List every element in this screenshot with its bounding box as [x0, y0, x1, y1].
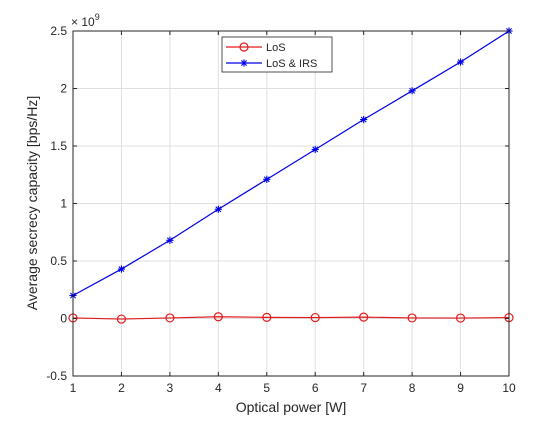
series-1-point-d2 [263, 176, 270, 183]
series-1-point-d2 [457, 59, 464, 66]
x-tick-label: 6 [312, 381, 319, 395]
series-0-point [116, 314, 127, 324]
series-0-point [213, 312, 223, 322]
series-1-point [456, 58, 465, 66]
series-0-point [310, 312, 320, 323]
series-1-point-d2 [118, 266, 125, 273]
tick-labels: 1 2 3 4 5 6 7 8 9 10 -0.5 0 0.5 1 1.5 2 2.5 [46, 24, 516, 395]
series-1-point-d2 [215, 206, 222, 213]
x-tick-label: 1 [70, 381, 77, 395]
x-axis-label: Optical power [W] [236, 399, 346, 415]
y-tick-label: 1.5 [50, 139, 67, 153]
series-0-point [455, 313, 466, 323]
x-tick-label: 7 [360, 381, 367, 395]
legend-label-los-irs: LoS & IRS [266, 58, 317, 70]
series-1-point [360, 115, 368, 124]
y-multiplier: × 109 [71, 12, 100, 29]
series-1-point-d2 [409, 87, 416, 94]
legend-star-glyph [240, 59, 248, 67]
legend-star-glyph-d2 [241, 60, 247, 66]
legend-marker-los [239, 42, 249, 52]
series-1-point-d2 [360, 116, 367, 123]
y-axis-label: Average secrecy capacity [bps/Hz] [24, 96, 40, 311]
y-tick-label: 2 [60, 82, 67, 96]
y-multiplier-base: × 10 [71, 15, 95, 29]
y-tick-label: 1 [60, 197, 67, 211]
x-tick-label: 9 [457, 381, 464, 395]
legend-label-los: LoS [266, 42, 286, 54]
series-1-point [408, 87, 416, 95]
series-1-point [311, 145, 319, 154]
legend-marker-los-irs [240, 59, 248, 67]
legend: LoS LoS & IRS [221, 36, 333, 73]
y-tick-label: -0.5 [46, 369, 67, 383]
series-1-point [214, 205, 222, 213]
x-tick-label: 5 [263, 381, 270, 395]
series-0-point [359, 312, 369, 322]
series-0-point [407, 313, 417, 323]
x-tick-label: 8 [409, 381, 416, 395]
x-tick-label: 3 [167, 381, 174, 395]
x-tick-label: 2 [118, 381, 125, 395]
legend-box [221, 36, 333, 73]
series-0-point [262, 312, 272, 322]
series-1-point-d2 [312, 146, 319, 153]
ticks [72, 30, 510, 377]
y-tick-label: 0 [60, 312, 67, 326]
y-tick-label: 0.5 [50, 254, 67, 268]
y-tick-label: 2.5 [50, 24, 67, 38]
series-line-0 [72, 316, 510, 320]
series-1-point-d2 [166, 237, 173, 244]
series-1-point [166, 236, 174, 244]
series-0-point [165, 313, 175, 323]
series-1-point [117, 265, 126, 273]
x-tick-label: 10 [502, 381, 516, 395]
series-line-1 [72, 30, 510, 297]
x-tick-label: 4 [215, 381, 222, 395]
y-multiplier-exponent: 9 [95, 12, 100, 22]
series-1-point [263, 175, 271, 183]
